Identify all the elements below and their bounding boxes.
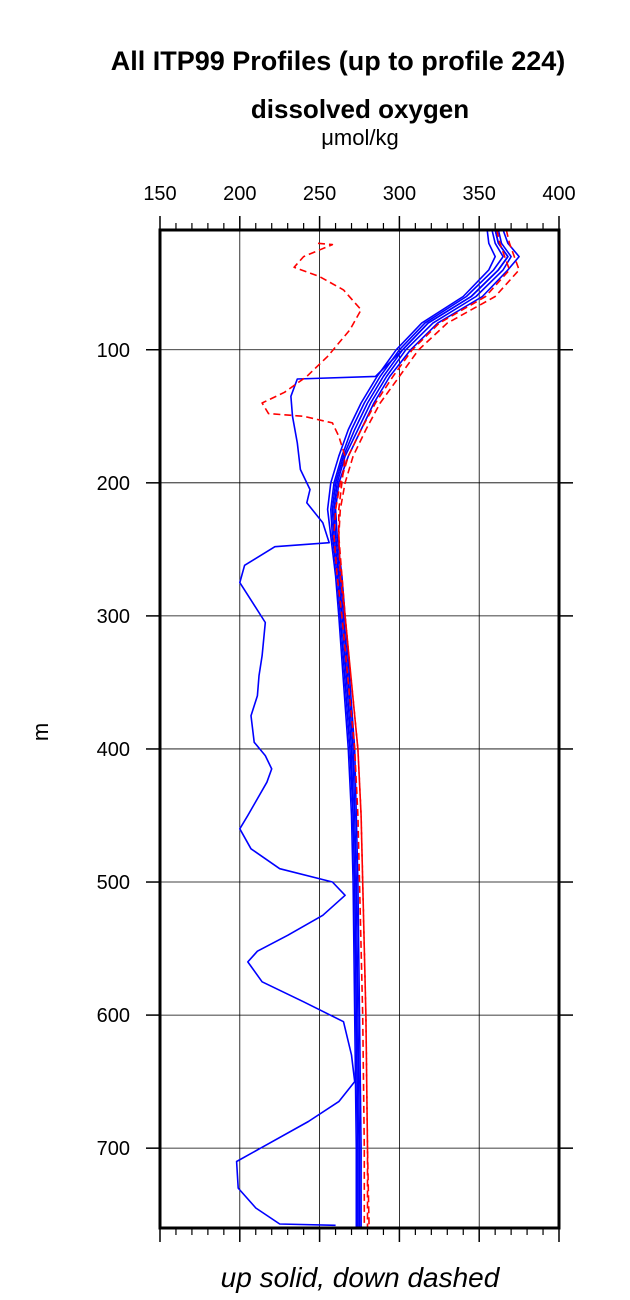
x-tick-label: 300 bbox=[383, 183, 416, 205]
x-axis-ticks: 150 200 250 300 350 400 bbox=[143, 183, 576, 1242]
profile-line-down-8 bbox=[333, 230, 511, 1228]
profile-line-up-5 bbox=[330, 230, 504, 1228]
grid-lines bbox=[160, 230, 559, 1228]
x-tick-label: 200 bbox=[223, 183, 256, 205]
y-tick-label: 100 bbox=[97, 340, 130, 362]
profile-line-up-2 bbox=[334, 230, 520, 1228]
profile-line-down-9 bbox=[261, 242, 370, 1228]
x-tick-label: 400 bbox=[542, 183, 575, 205]
y-tick-label: 200 bbox=[97, 473, 130, 495]
profile-line-up-3 bbox=[326, 230, 496, 1228]
y-axis-ticks: 100 200 300 400 500 600 700 bbox=[97, 340, 573, 1160]
chart-title: All ITP99 Profiles (up to profile 224) bbox=[111, 46, 566, 76]
x-tick-label: 250 bbox=[303, 183, 336, 205]
profile-line-down-7 bbox=[338, 230, 520, 1228]
x-axis-unit-label: μmol/kg bbox=[321, 125, 398, 150]
chart-caption: up solid, down dashed bbox=[221, 1262, 501, 1293]
profile-line-up-4 bbox=[333, 230, 512, 1228]
y-tick-label: 600 bbox=[97, 1005, 130, 1027]
y-tick-label: 300 bbox=[97, 606, 130, 628]
y-axis-label: m bbox=[28, 723, 53, 741]
chart-subtitle: dissolved oxygen bbox=[251, 94, 469, 124]
y-tick-label: 400 bbox=[97, 739, 130, 761]
x-tick-label: 150 bbox=[143, 183, 176, 205]
profile-line-up-6 bbox=[235, 230, 509, 1227]
profile-series bbox=[235, 230, 520, 1228]
y-tick-label: 500 bbox=[97, 872, 130, 894]
y-tick-label: 700 bbox=[97, 1138, 130, 1160]
x-tick-label: 350 bbox=[463, 183, 496, 205]
plot-frame bbox=[158, 228, 561, 1230]
